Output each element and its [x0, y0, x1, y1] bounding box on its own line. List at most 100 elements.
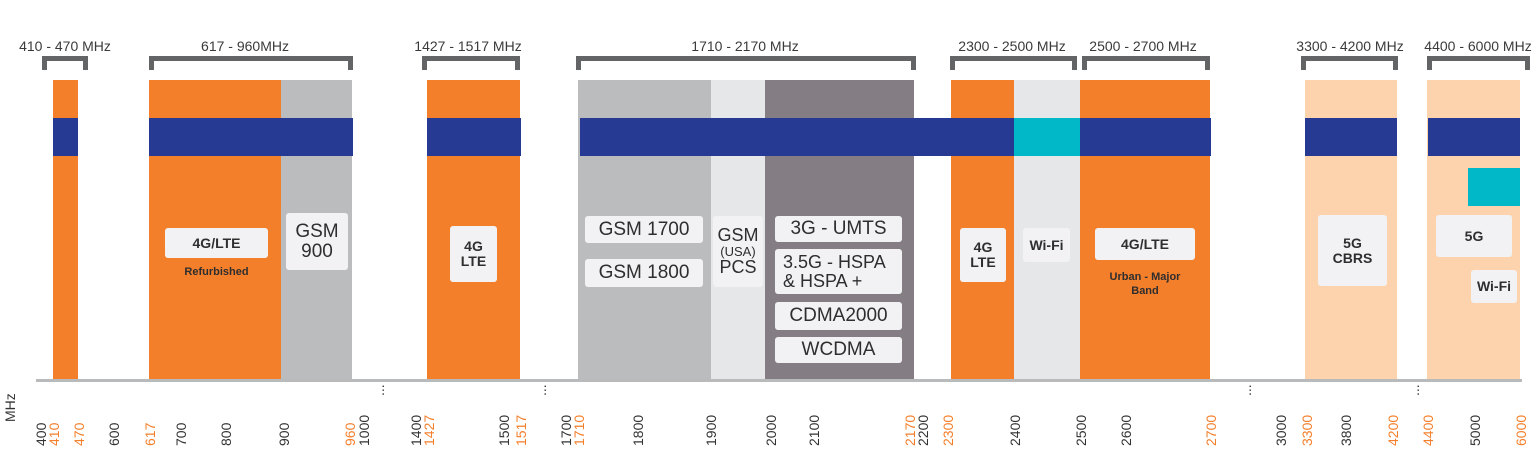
label-text: Wi-Fi	[1476, 278, 1512, 295]
label-text: & HSPA +	[783, 270, 863, 291]
axis-tick-label: 4200	[1385, 414, 1401, 446]
axis-tick-label: ...	[1238, 384, 1254, 396]
label-text: GSM 1700	[598, 218, 690, 240]
axis-tick-label: 2100	[806, 414, 822, 446]
blue-stripe	[580, 118, 1014, 156]
axis-tick-label: 5000	[1467, 414, 1483, 446]
label-text: CDMA2000	[789, 305, 888, 327]
label-text: PCS	[719, 257, 757, 278]
axis-tick-label: 617	[142, 422, 158, 446]
axis-tick-label: 3000	[1273, 414, 1289, 446]
note-urban-major-band: Urban - Major Band	[1090, 271, 1200, 299]
range-label: 2300 - 2500 MHz	[958, 38, 1066, 54]
label-text: CBRS	[1332, 249, 1373, 266]
label-text: 5G	[1343, 234, 1362, 251]
label-wifi-5: Wi-Fi	[1471, 270, 1517, 303]
axis-tick-label: ...	[1406, 384, 1422, 396]
label-4g-lte-1427: 4G LTE	[450, 226, 497, 282]
label-text: (USA)	[720, 243, 756, 259]
note-text: Band	[1131, 284, 1159, 297]
label-gsm-1700: GSM 1700	[585, 216, 703, 243]
label-5g: 5G	[1436, 215, 1512, 257]
label-text: LTE	[970, 254, 996, 270]
axis-tick-label: 2700	[1203, 414, 1219, 446]
axis-tick-label: 6000	[1513, 414, 1529, 446]
range-bracket	[1301, 56, 1398, 70]
label-5g-cbrs: 5G CBRS	[1318, 215, 1387, 286]
range-label: 2500 - 2700 MHz	[1089, 38, 1197, 54]
blue-stripe	[1428, 118, 1520, 156]
label-text: 4G	[973, 239, 993, 256]
axis-tick-label: 2300	[940, 414, 956, 446]
blue-stripe	[53, 118, 78, 156]
label-text: 4G/LTE	[192, 234, 241, 251]
axis-tick-label: 2600	[1118, 414, 1134, 446]
axis-tick-label: 1900	[703, 414, 719, 446]
axis-tick-label: 470	[71, 422, 87, 446]
range-bracket	[149, 56, 353, 70]
label-text: GSM 1800	[598, 262, 690, 284]
label-text: 4G/LTE	[1121, 235, 1169, 252]
axis-tick-label: ...	[371, 384, 387, 396]
label-text: Wi-Fi	[1029, 236, 1064, 253]
range-bracket	[422, 56, 520, 70]
axis-tick-label: ...	[533, 384, 549, 396]
axis-tick-label: 700	[173, 422, 189, 446]
axis-tick-label: 1517	[513, 414, 529, 446]
axis-unit: MHz	[2, 393, 18, 422]
axis-tick-label: 800	[218, 422, 234, 446]
range-label: 1427 - 1517 MHz	[414, 38, 522, 54]
label-4g-lte-urban: 4G/LTE	[1095, 228, 1195, 260]
range-label: 3300 - 4200 MHz	[1296, 38, 1404, 54]
range-label: 4400 - 6000 MHz	[1424, 38, 1532, 54]
label-hspa: 3.5G - HSPA & HSPA +	[775, 249, 902, 294]
label-4g-lte-2300: 4G LTE	[960, 228, 1006, 282]
axis-tick-label: 4400	[1420, 414, 1436, 446]
label-text: 900	[301, 240, 333, 262]
axis-tick-label: 3800	[1338, 414, 1354, 446]
blue-stripe	[1080, 118, 1211, 156]
label-gsm-900: GSM 900	[286, 213, 348, 270]
blue-stripe	[1305, 118, 1397, 156]
axis-tick-label: 2000	[763, 414, 779, 446]
note-text: Urban - Major	[1109, 271, 1181, 283]
label-gsm-1800: GSM 1800	[585, 259, 703, 287]
label-text: WCDMA	[801, 339, 876, 361]
label-gsm-pcs: GSM (USA) PCS	[713, 216, 763, 287]
range-label: 617 - 960MHz	[201, 38, 289, 54]
axis-tick-label: 1800	[630, 414, 646, 446]
label-text: 5G	[1464, 227, 1484, 244]
label-text: GSM	[717, 224, 759, 245]
range-bracket	[42, 56, 88, 70]
blue-stripe	[427, 118, 521, 156]
range-bracket	[1082, 56, 1210, 70]
label-text: 3.5G - HSPA	[783, 251, 886, 272]
axis-tick-label: 3300	[1299, 414, 1315, 446]
wifi-stripe	[1014, 118, 1080, 156]
label-text: GSM	[295, 220, 339, 242]
axis-tick-label: 2500	[1073, 414, 1089, 446]
axis-tick-label: 600	[106, 422, 122, 446]
wifi-block	[1468, 168, 1520, 206]
label-4g-lte-refurb: 4G/LTE	[165, 228, 268, 258]
label-text: 3G - UMTS	[790, 218, 887, 240]
axis-tick-label: 1710	[571, 414, 587, 446]
axis-tick-label: 2400	[1007, 414, 1023, 446]
range-label: 1710 - 2170 MHz	[691, 38, 799, 54]
note-refurbished: Refurbished	[184, 266, 249, 278]
label-3g-umts: 3G - UMTS	[775, 216, 902, 242]
label-cdma2000: CDMA2000	[775, 302, 902, 330]
label-wifi-2400: Wi-Fi	[1023, 228, 1070, 262]
label-text: 4G	[464, 238, 483, 255]
label-text: LTE	[460, 253, 487, 269]
frequency-axis-line	[36, 379, 1522, 382]
axis-tick-label: 900	[276, 422, 292, 446]
axis-tick-label: 410	[46, 422, 62, 446]
range-bracket	[576, 56, 916, 70]
axis-tick-label: 1427	[421, 414, 437, 446]
range-label: 410 - 470 MHz	[19, 38, 111, 54]
range-bracket	[1427, 56, 1530, 70]
axis-tick-label: 1000	[356, 414, 372, 446]
range-bracket	[950, 56, 1077, 70]
